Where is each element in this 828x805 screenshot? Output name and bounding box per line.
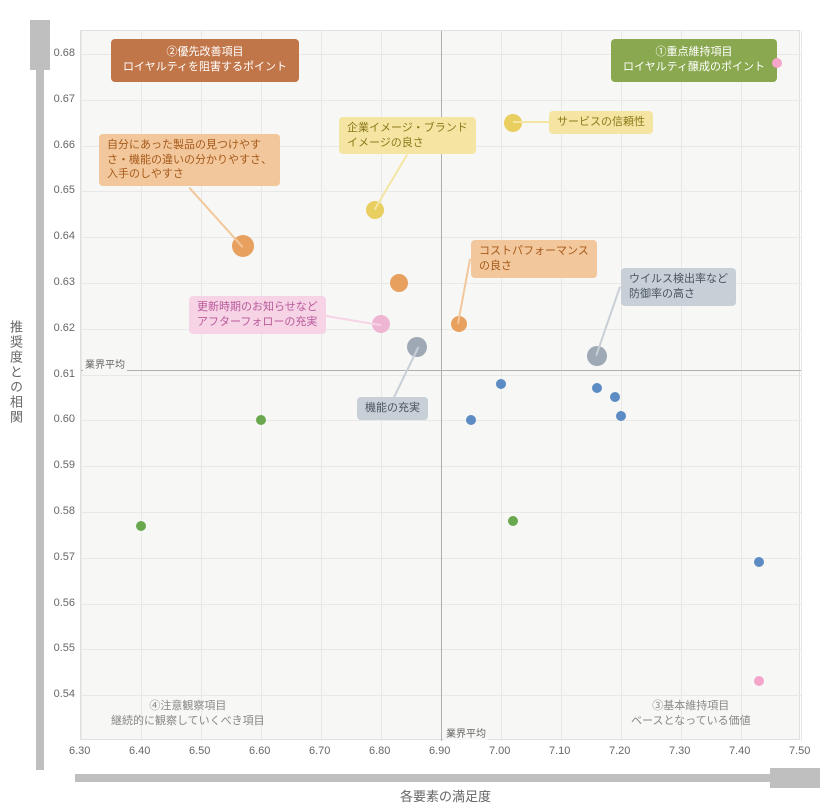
data-point <box>610 392 620 402</box>
callout-label: 自分にあった製品の見つけやすさ・機能の違いの分かりやすさ、入手のしやすさ <box>99 134 280 187</box>
y-tick-label: 0.68 <box>45 47 75 59</box>
x-axis-arrow <box>70 768 820 788</box>
y-tick-label: 0.64 <box>45 230 75 242</box>
data-point <box>592 383 602 393</box>
callout-label: 企業イメージ・ブランドイメージの良さ <box>339 117 476 155</box>
leader-line <box>457 259 471 324</box>
quadrant-text: ③基本維持項目ベースとなっている価値 <box>631 699 751 730</box>
grid-v <box>801 31 802 741</box>
x-tick-label: 6.40 <box>129 745 150 757</box>
x-tick-label: 6.60 <box>249 745 270 757</box>
data-point <box>256 415 266 425</box>
y-tick-label: 0.60 <box>45 413 75 425</box>
y-tick-label: 0.57 <box>45 551 75 563</box>
x-tick-label: 7.20 <box>609 745 630 757</box>
y-axis-arrow <box>30 20 50 780</box>
y-tick-label: 0.62 <box>45 322 75 334</box>
x-tick-label: 6.80 <box>369 745 390 757</box>
y-tick-label: 0.65 <box>45 184 75 196</box>
avg-label-x: 業界平均 <box>444 725 488 740</box>
x-tick-label: 6.90 <box>429 745 450 757</box>
plot-area: 6.306.406.506.606.706.806.907.007.107.20… <box>80 30 800 740</box>
grid-v <box>321 31 322 741</box>
x-tick-label: 7.50 <box>789 745 810 757</box>
x-axis-title: 各要素の満足度 <box>400 786 491 805</box>
quadrant-badge: ②優先改善項目ロイヤルティを阻害するポイント <box>111 39 299 82</box>
y-tick-label: 0.55 <box>45 642 75 654</box>
grid-v <box>621 31 622 741</box>
x-tick-label: 6.50 <box>189 745 210 757</box>
x-tick-label: 6.70 <box>309 745 330 757</box>
y-axis-title: 推奨度との相関 <box>6 320 25 425</box>
scatter-chart: 推奨度との相関 各要素の満足度 6.306.406.506.606.706.80… <box>0 0 828 801</box>
grid-v <box>561 31 562 741</box>
y-tick-label: 0.66 <box>45 139 75 151</box>
data-point <box>496 379 506 389</box>
leader-line <box>188 187 243 248</box>
callout-label: コストパフォーマンスの良さ <box>471 240 597 278</box>
callout-label: サービスの信頼性 <box>549 111 653 134</box>
callout-label: ウイルス検出率など防御率の高さ <box>621 268 736 306</box>
data-point <box>616 411 626 421</box>
data-point <box>390 274 408 292</box>
grid-v <box>741 31 742 741</box>
x-tick-label: 7.00 <box>489 745 510 757</box>
data-point <box>508 516 518 526</box>
grid-v <box>681 31 682 741</box>
data-point <box>754 557 764 567</box>
y-tick-label: 0.63 <box>45 276 75 288</box>
quadrant-text: ④注意観察項目継続的に観察していくべき項目 <box>111 699 265 730</box>
data-point <box>754 676 764 686</box>
y-tick-label: 0.61 <box>45 368 75 380</box>
x-tick-label: 6.30 <box>69 745 90 757</box>
leader-line <box>513 121 549 123</box>
y-tick-label: 0.56 <box>45 597 75 609</box>
leader-line <box>595 286 621 356</box>
x-tick-label: 7.10 <box>549 745 570 757</box>
callout-label: 機能の充実 <box>357 397 428 420</box>
y-tick-label: 0.67 <box>45 93 75 105</box>
y-tick-label: 0.54 <box>45 688 75 700</box>
grid-v <box>81 31 82 741</box>
quadrant-badge: ①重点維持項目ロイヤルティ醸成のポイント <box>611 39 777 82</box>
y-tick-label: 0.58 <box>45 505 75 517</box>
data-point <box>772 58 782 68</box>
leader-line <box>393 347 419 398</box>
avg-label-y: 業界平均 <box>83 356 127 371</box>
callout-label: 更新時期のお知らせなどアフターフォローの充実 <box>189 296 326 334</box>
y-tick-label: 0.59 <box>45 459 75 471</box>
x-tick-label: 7.30 <box>669 745 690 757</box>
data-point <box>136 521 146 531</box>
x-tick-label: 7.40 <box>729 745 750 757</box>
leader-line <box>373 154 407 210</box>
avg-h-line <box>81 370 801 371</box>
data-point <box>466 415 476 425</box>
